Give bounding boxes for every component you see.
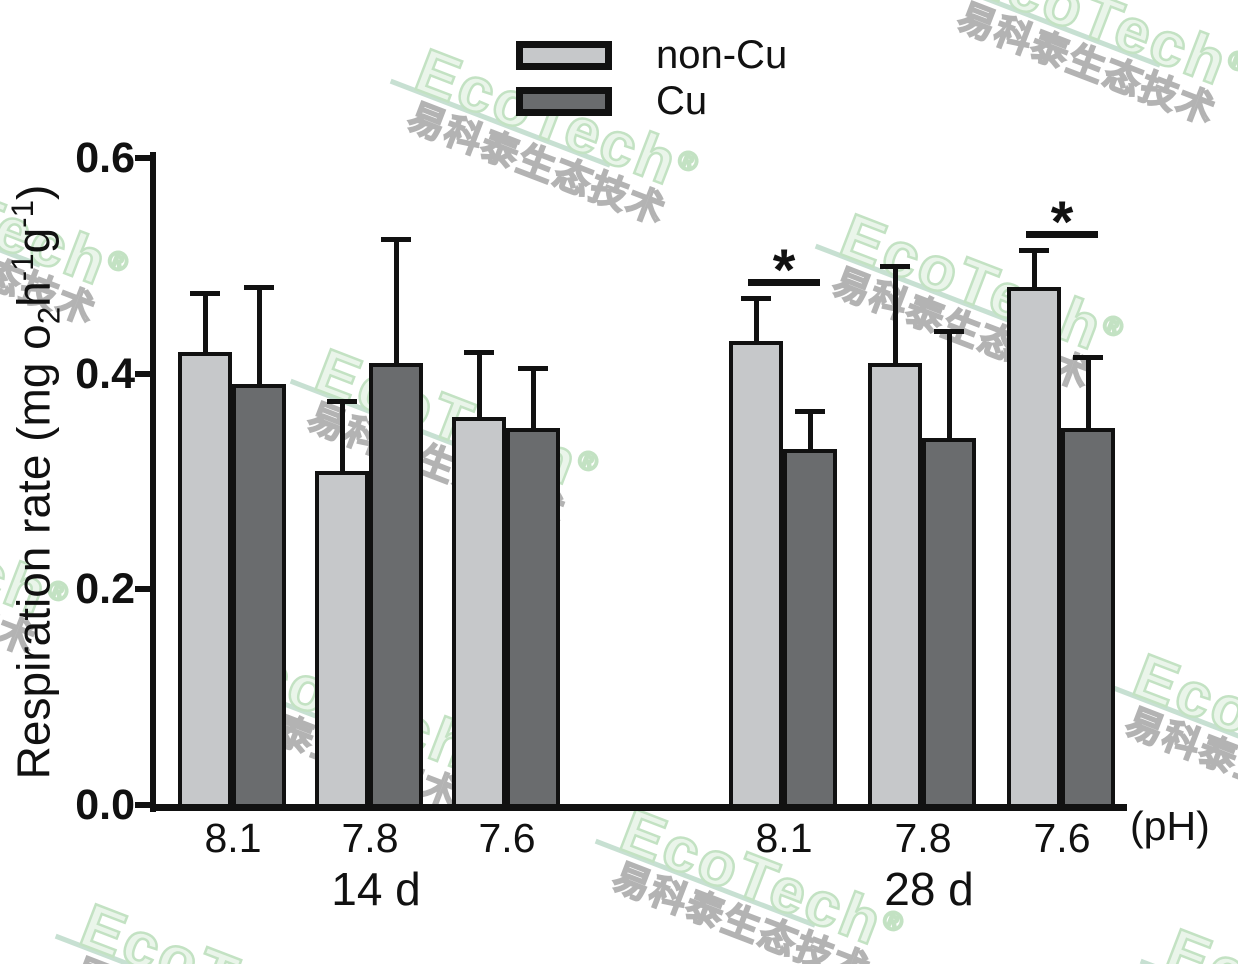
bar-non-cu-28d-ph7.6 xyxy=(1007,287,1061,808)
bar-non-cu-14d-ph7.8 xyxy=(315,470,369,808)
watermark-logo-text: EcoTech® xyxy=(1155,915,1238,964)
watermark-logo-text: EcoTech® xyxy=(70,890,372,964)
error-bar xyxy=(256,287,262,391)
y-axis-tick-label: 0.4 xyxy=(75,349,135,398)
error-bar xyxy=(1085,357,1091,434)
bar-cu-28d-ph8.1 xyxy=(783,449,837,808)
y-axis-tick xyxy=(135,155,150,161)
watermark-ecotech: EcoTech®易科泰生态技术 xyxy=(939,0,1238,136)
bar-cu-28d-ph7.8 xyxy=(922,438,976,808)
error-bar xyxy=(476,352,482,423)
watermark-registered-mark: ® xyxy=(1223,42,1238,80)
significance-line xyxy=(748,279,820,287)
x-axis-tick-label: 7.6 xyxy=(1033,815,1091,861)
bar-non-cu-14d-ph8.1 xyxy=(178,352,232,808)
x-axis-tick-label: 7.6 xyxy=(478,815,536,861)
y-axis-tick xyxy=(135,802,150,808)
x-axis-tick-label: 8.1 xyxy=(755,815,813,861)
error-bar-cap xyxy=(327,398,357,404)
significance-line xyxy=(1026,230,1098,238)
error-bar xyxy=(530,368,536,434)
error-bar-cap xyxy=(934,328,964,334)
watermark-chinese-text: 易科泰生态技术 xyxy=(66,950,351,964)
error-bar xyxy=(1031,249,1037,294)
y-axis-title-part: h xyxy=(7,281,60,307)
error-bar-cap xyxy=(244,285,274,291)
y-axis-tick-label: 0.2 xyxy=(75,565,135,614)
x-axis-tick-label: 7.8 xyxy=(341,815,399,861)
group-label-28d: 28 d xyxy=(884,863,974,915)
watermark-diagonal-line xyxy=(54,933,276,964)
bar-non-cu-28d-ph7.8 xyxy=(868,362,922,808)
bar-non-cu-28d-ph8.1 xyxy=(729,341,783,808)
y-axis-tick xyxy=(135,586,150,593)
y-axis-title-part: g xyxy=(7,227,60,254)
watermark-registered-mark: ® xyxy=(1098,307,1132,345)
y-axis-tick-label: 0.0 xyxy=(75,781,135,829)
watermark-registered-mark: ® xyxy=(103,242,137,280)
error-bar-cap xyxy=(795,409,825,415)
significance-star: * xyxy=(1050,189,1074,255)
y-axis-tick xyxy=(135,370,150,377)
bar-non-cu-14d-ph7.6 xyxy=(452,416,506,808)
error-bar xyxy=(339,400,345,477)
watermark-logo-text: EcoTech® xyxy=(955,0,1238,104)
watermark-ecotech: EcoTech®易科泰生态技术 xyxy=(54,890,373,964)
x-axis-tick-label: 8.1 xyxy=(204,815,262,861)
error-bar-cap xyxy=(880,263,910,269)
watermark-diagonal-line xyxy=(814,243,1036,333)
x-axis-line xyxy=(150,804,1127,811)
legend-swatch-cu-icon xyxy=(516,86,612,116)
error-bar-cap xyxy=(518,366,548,372)
error-bar xyxy=(753,298,759,348)
x-axis-unit-label: (pH) xyxy=(1130,803,1210,849)
significance-star: * xyxy=(772,238,796,304)
y-axis-title-part: -1 xyxy=(5,200,41,228)
watermark-diagonal-line xyxy=(1107,683,1238,773)
bar-cu-14d-ph7.8 xyxy=(369,362,423,808)
legend-swatch-non-cu-icon xyxy=(516,40,612,70)
watermark-chinese-text: 易科泰生态技术 xyxy=(606,855,877,964)
legend-label-non-cu: non-Cu xyxy=(656,33,788,77)
y-axis-tick-label: 0.6 xyxy=(75,134,135,182)
error-bar-cap xyxy=(464,350,494,356)
error-bar-cap xyxy=(741,296,771,302)
bar-cu-14d-ph8.1 xyxy=(232,384,286,808)
bar-cu-14d-ph7.6 xyxy=(506,427,560,808)
y-axis-line xyxy=(150,152,156,812)
error-bar-cap xyxy=(1073,355,1103,361)
bar-cu-28d-ph7.6 xyxy=(1061,427,1115,808)
y-axis-title: Respiration rate (mg o2h-1g-1) xyxy=(5,184,67,780)
watermark-diagonal-line xyxy=(1139,958,1238,964)
watermark-logo-text: EcoTech® xyxy=(1123,640,1238,805)
watermark-registered-mark: ® xyxy=(673,142,707,180)
y-axis-title-part: -1 xyxy=(5,253,41,282)
watermark-chinese-text: 易科泰生态技术 xyxy=(951,0,1222,133)
x-axis-tick-label: 7.8 xyxy=(894,815,952,861)
legend: non-Cu Cu xyxy=(516,33,788,130)
error-bar-cap xyxy=(190,290,220,296)
error-bar xyxy=(202,292,208,359)
legend-row-non-cu: non-Cu xyxy=(516,33,788,77)
watermark-ecotech: EcoTech®易科泰生态技术 xyxy=(1139,915,1238,964)
error-bar xyxy=(892,265,898,369)
legend-label-cu: Cu xyxy=(656,79,708,123)
error-bar xyxy=(807,411,813,456)
y-axis-title-part: 2 xyxy=(31,306,67,325)
watermark-registered-mark: ® xyxy=(573,442,607,480)
y-axis-title-part: ) xyxy=(7,184,60,201)
error-bar-cap xyxy=(381,236,411,242)
watermark-diagonal-line xyxy=(939,0,1161,68)
error-bar xyxy=(946,330,952,445)
error-bar-cap xyxy=(1019,247,1049,253)
legend-row-cu: Cu xyxy=(516,79,787,123)
group-label-14d: 14 d xyxy=(331,863,421,915)
error-bar xyxy=(393,238,399,369)
